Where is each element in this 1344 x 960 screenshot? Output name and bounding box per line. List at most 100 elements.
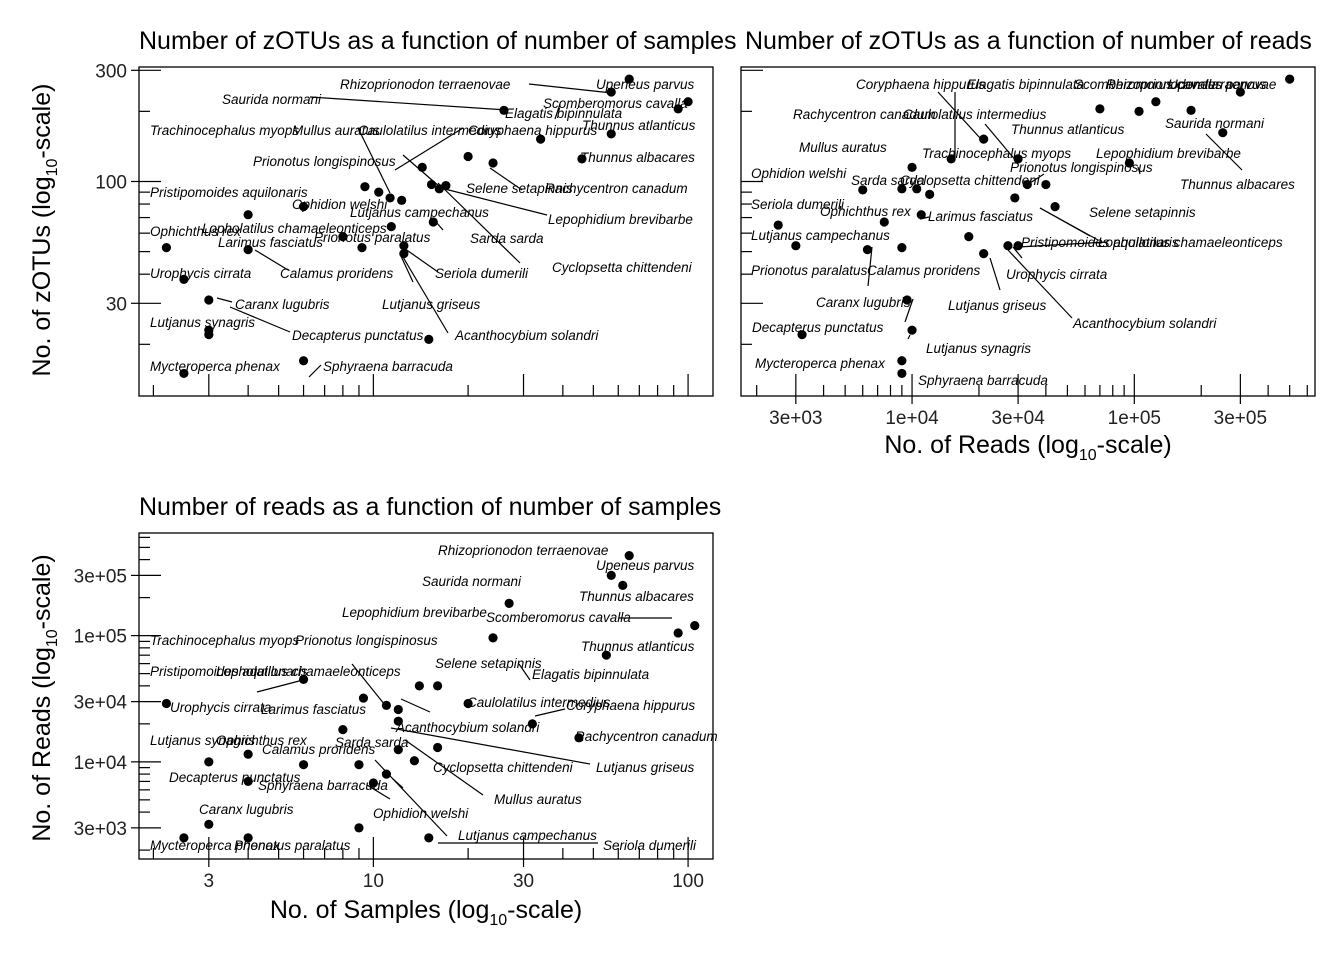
point-label: Sarda sarda: [470, 231, 544, 246]
y-tick-label: 1e+05: [74, 627, 127, 648]
label-leader-line: [528, 83, 613, 94]
point-label: Mullus auratus: [799, 140, 887, 155]
point-label: Prionotus paralatus: [314, 230, 431, 245]
label-leader-line: [1017, 241, 1108, 248]
point-label: Elagatis bipinnulata: [967, 77, 1085, 92]
data-point: [399, 241, 409, 251]
point-label: Prionotus paralatus: [234, 838, 351, 853]
point-label: Lopholatilus chamaeleonticeps: [202, 221, 387, 236]
point-label: Prionotus paralatus: [751, 263, 868, 278]
data-point: [1041, 179, 1051, 190]
data-point: [179, 833, 189, 843]
data-point: [1285, 74, 1295, 84]
data-point: [381, 700, 391, 711]
point-label: Seriola dumerili: [435, 266, 529, 281]
point-label: Lopholatilus chamaeleonticeps: [216, 664, 401, 679]
label-leader-line: [1012, 246, 1023, 259]
data-point: [907, 162, 917, 172]
title-zotus-vs-reads: Number of zOTUs as a function of number …: [745, 27, 1312, 55]
point-label: Sphyraena barracuda: [258, 778, 388, 793]
point-label: Pristipomoides aquilonaris: [1021, 235, 1179, 250]
label-leader-line: [867, 246, 873, 287]
point-label: Mycteroperca phenax: [755, 356, 886, 371]
data-point: [1013, 154, 1023, 164]
panel-b-marks: 3e+03 1e+04 3e+04 1e+05 3e+05 Coryphaena hipp…: [741, 69, 1308, 429]
y-tick-label: 300: [95, 61, 127, 82]
point-label: Lutjanus synagris: [926, 341, 1031, 356]
data-point: [243, 210, 253, 220]
x-tick-label: 1e+05: [1108, 408, 1161, 429]
data-point: [243, 776, 253, 787]
data-point: [385, 193, 395, 203]
point-label: Lutjanus campechanus: [458, 828, 597, 843]
label-leader-line: [436, 186, 548, 216]
point-label: Calamus proridens: [867, 263, 981, 278]
data-point: [907, 325, 917, 335]
point-label: Cyclopsetta chittendeni: [552, 260, 693, 275]
data-point: [1013, 241, 1023, 251]
point-label: Rhizoprionodon terraenovae: [1106, 77, 1276, 92]
point-label: Lutjanus synagris: [150, 315, 255, 330]
point-label: Selene setapinnis: [466, 181, 573, 196]
point-label: Sarda sarda: [851, 173, 925, 188]
data-point: [243, 749, 253, 759]
data-point: [797, 330, 807, 340]
data-point: [912, 184, 922, 194]
data-point: [374, 187, 384, 197]
point-label: Scomberomorus cavalla: [543, 96, 688, 111]
data-point: [1003, 241, 1013, 251]
y-axis-label-reads: No. of Reads (log10-scale): [28, 554, 61, 841]
point-label: Caranx lugubris: [199, 802, 294, 817]
data-point: [204, 295, 214, 305]
data-point: [433, 681, 443, 691]
label-leader-line: [400, 245, 439, 273]
point-label: Caranx lugubris: [235, 297, 330, 312]
data-point: [902, 295, 912, 305]
point-label: Mycteroperca phenax: [150, 359, 281, 374]
data-point: [488, 633, 498, 643]
data-point: [488, 158, 498, 168]
point-label: Ophichthus rex: [820, 204, 912, 219]
panel-b-frame: [740, 66, 1316, 397]
data-point: [357, 243, 367, 253]
data-point: [338, 725, 348, 735]
data-point: [1235, 87, 1245, 97]
data-point: [417, 162, 427, 172]
label-leader-line: [1039, 207, 1091, 237]
point-label: Coryphaena hippurus: [468, 123, 597, 138]
point-label: Thunnus atlanticus: [582, 118, 696, 133]
point-label: Sphyraena barracuda: [323, 359, 453, 374]
point-label: Saurida normani: [1165, 116, 1265, 131]
data-point: [1022, 179, 1032, 190]
point-label: Sarda sarda: [335, 735, 409, 750]
data-point: [499, 105, 509, 115]
x-tick-label: 10: [363, 871, 384, 892]
label-leader-line: [989, 257, 1001, 291]
data-point: [179, 274, 189, 284]
point-label: Seriola dumerili: [751, 197, 845, 212]
data-point: [606, 570, 616, 580]
point-label: Thunnus albacares: [580, 150, 695, 165]
data-point: [577, 154, 587, 164]
point-label: Ophidion welshi: [292, 197, 388, 212]
data-point: [397, 195, 407, 205]
point-label: Decapterus punctatus: [752, 320, 884, 335]
point-label: Larimus fasciatus: [218, 235, 323, 250]
data-point: [862, 245, 873, 255]
point-label: Scomberomorus cavalla: [1074, 77, 1219, 92]
data-point: [606, 87, 616, 97]
label-leader-line: [216, 297, 233, 303]
data-point: [606, 129, 616, 139]
label-leader-line: [984, 123, 1018, 163]
point-label: Saurida normani: [422, 574, 522, 589]
data-point: [204, 330, 214, 340]
x-tick-label: 1e+04: [885, 408, 939, 429]
panel-c-marks: 3e+05 1e+05 3e+04 1e+04 3e+03 3 10 30 100 Rhizopr…: [74, 536, 718, 892]
label-leader-line: [399, 251, 449, 334]
data-point: [298, 202, 309, 212]
data-point: [409, 756, 419, 766]
data-point: [601, 650, 611, 660]
x-tick-label: 100: [672, 871, 704, 892]
data-point: [354, 823, 364, 833]
